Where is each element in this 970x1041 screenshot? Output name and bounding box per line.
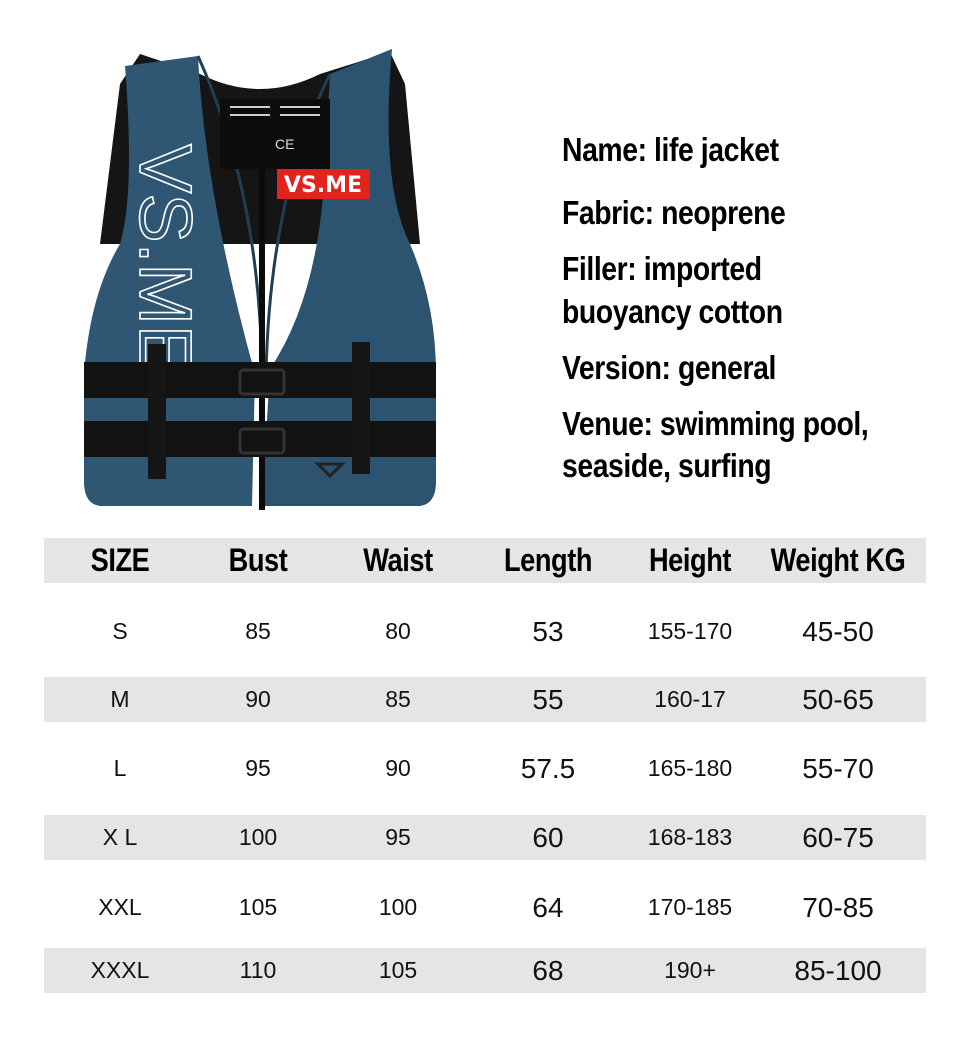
cell-size: M [110, 686, 130, 712]
brand-logo [277, 169, 370, 199]
cell-bust: 105 [238, 894, 278, 920]
cell-size: XXL [98, 894, 142, 920]
header-waist: Waist [363, 542, 433, 578]
vest-side-print: VS.ME [124, 144, 207, 374]
cell-length: 57.5 [520, 753, 576, 784]
cell-bust: 90 [245, 686, 271, 712]
svg-text:VS.ME: VS.ME [284, 173, 362, 198]
spec-venue-cont: seaside, surfing [562, 447, 772, 484]
strap-lower [84, 421, 436, 457]
header-length: Length [503, 542, 593, 578]
cell-length: 53 [532, 616, 564, 647]
spec-version: Version: general [562, 349, 776, 386]
cell-size: XXXL [90, 957, 150, 983]
cell-length: 60 [532, 822, 564, 853]
cell-size: L [113, 755, 127, 781]
buckle-icon [238, 368, 286, 396]
header-height: Height [648, 542, 732, 578]
cell-waist: 80 [385, 618, 411, 644]
cell-waist: 105 [378, 957, 418, 983]
spec-name: Name: life jacket [562, 131, 779, 168]
buckle-icon [238, 427, 286, 455]
cell-height: 190+ [664, 957, 716, 983]
cell-weight: 50-65 [802, 684, 874, 715]
header-size: SIZE [90, 542, 150, 578]
cell-length: 68 [532, 955, 564, 986]
cell-height: 170-185 [647, 894, 733, 920]
cell-height: 155-170 [647, 618, 733, 644]
table-row: X L 100 95 60 168-183 60-75 [44, 815, 926, 860]
life-jacket-image: CE VS.ME VS.ME [84, 49, 436, 510]
cell-waist: 100 [378, 894, 418, 920]
cell-size: X L [102, 824, 138, 850]
cell-height: 160-17 [654, 686, 726, 712]
spec-venue: Venue: swimming pool, [562, 405, 869, 442]
cell-bust: 85 [245, 618, 271, 644]
cell-height: 165-180 [647, 755, 733, 781]
cell-bust: 110 [239, 957, 277, 983]
svg-text:CE: CE [275, 136, 294, 152]
cell-weight: 70-85 [802, 892, 874, 923]
cell-length: 55 [532, 684, 564, 715]
strap-upper [84, 362, 436, 398]
cell-weight: 55-70 [802, 753, 874, 784]
table-row: S 85 80 53 155-170 45-50 [44, 609, 926, 654]
table-header: SIZE Bust Waist Length Height Weight KG [44, 538, 926, 583]
cell-bust: 95 [245, 755, 271, 781]
cell-bust: 100 [238, 824, 278, 850]
spec-filler-cont: buoyancy cotton [562, 293, 783, 330]
cell-weight: 85-100 [794, 955, 882, 986]
header-bust: Bust [228, 542, 288, 578]
table-row: M 90 85 55 160-17 50-65 [44, 677, 926, 722]
cell-length: 64 [532, 892, 564, 923]
cell-waist: 90 [385, 755, 411, 781]
header-weight: Weight KG [770, 542, 906, 578]
cell-weight: 60-75 [802, 822, 874, 853]
table-row: XXL 105 100 64 170-185 70-85 [44, 885, 926, 930]
cell-waist: 95 [385, 824, 411, 850]
cell-waist: 85 [385, 686, 411, 712]
table-row: XXXL 110 105 68 190+ 85-100 [44, 948, 926, 993]
table-row: L 95 90 57.5 165-180 55-70 [44, 746, 926, 791]
spec-fabric: Fabric: neoprene [562, 194, 786, 231]
cell-size: S [112, 618, 128, 644]
spec-filler: Filler: imported [562, 250, 762, 287]
cell-weight: 45-50 [802, 616, 874, 647]
cell-height: 168-183 [647, 824, 733, 850]
